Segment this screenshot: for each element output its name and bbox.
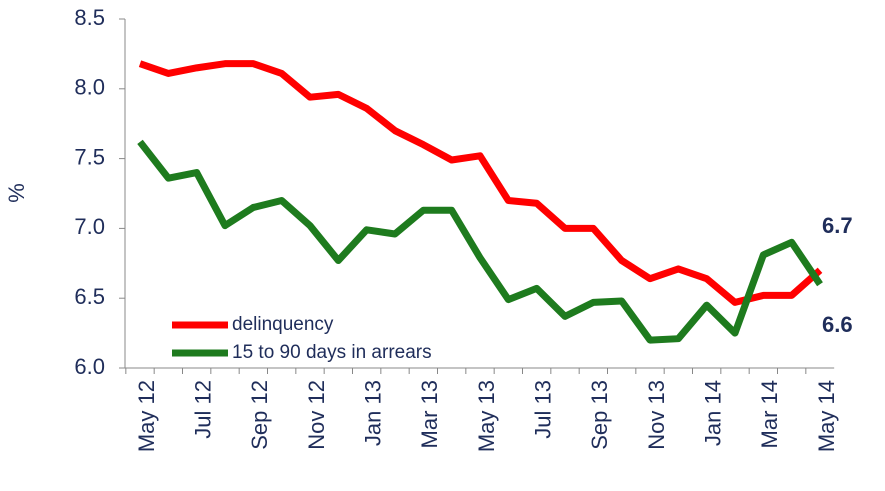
x-tick-label: Jul 13 bbox=[530, 380, 555, 439]
x-tick-label: Nov 13 bbox=[644, 380, 669, 450]
x-tick-label: Jan 13 bbox=[360, 380, 385, 446]
end-label: 6.7 bbox=[822, 213, 853, 238]
x-tick-label: Jul 12 bbox=[190, 380, 215, 439]
x-tick-label: May 12 bbox=[134, 380, 159, 452]
x-tick-label: Sep 13 bbox=[587, 380, 612, 450]
x-tick-label: Mar 13 bbox=[417, 380, 442, 448]
x-tick-label: Nov 12 bbox=[304, 380, 329, 450]
y-tick-label: 8.0 bbox=[74, 75, 105, 100]
series-line bbox=[138, 60, 823, 306]
legend-label: delinquency bbox=[232, 314, 334, 335]
y-tick-label: 6.5 bbox=[74, 284, 105, 309]
series-line bbox=[137, 139, 823, 344]
x-tick-label: May 13 bbox=[474, 380, 499, 452]
x-tick-label: Jan 14 bbox=[700, 380, 725, 446]
x-tick-label: Sep 12 bbox=[247, 380, 272, 450]
y-axis-label: % bbox=[4, 183, 29, 203]
x-tick-label: Mar 14 bbox=[757, 380, 782, 448]
y-tick-label: 8.5 bbox=[74, 5, 105, 30]
y-tick-label: 7.5 bbox=[74, 144, 105, 169]
y-tick-label: 6.0 bbox=[74, 354, 105, 379]
end-label: 6.6 bbox=[822, 312, 853, 337]
legend-label: 15 to 90 days in arrears bbox=[232, 342, 432, 363]
x-tick-label: May 14 bbox=[814, 380, 839, 452]
y-tick-label: 7.0 bbox=[74, 214, 105, 239]
